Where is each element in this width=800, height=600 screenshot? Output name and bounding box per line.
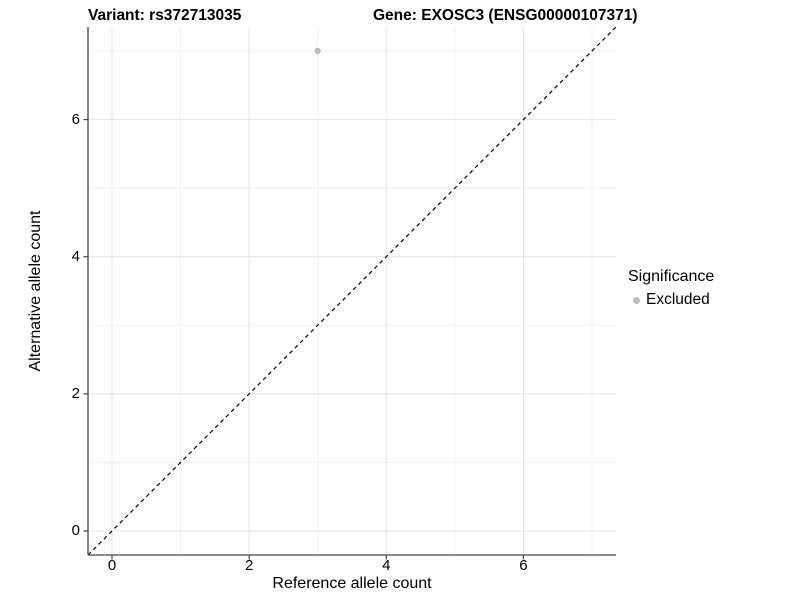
y-tick-label: 2 [71, 384, 80, 402]
y-axis-title: Alternative allele count [27, 210, 44, 372]
x-tick-label: 0 [107, 557, 117, 574]
legend-entry-label: Excluded [646, 291, 710, 308]
x-axis-title: Reference allele count [272, 575, 432, 592]
legend-entries: Excluded [628, 291, 714, 309]
y-tick-label: 6 [71, 110, 80, 128]
x-tick-label: 4 [382, 557, 391, 574]
x-tick-label: 6 [519, 557, 528, 574]
data-point [314, 47, 321, 55]
legend: Significance Excluded [628, 268, 714, 309]
plot-title-variant: Variant: rs372713035 [88, 7, 242, 24]
legend-entry-excluded: Excluded [628, 291, 714, 309]
legend-title: Significance [628, 268, 715, 285]
y-tick-label: 4 [71, 247, 80, 265]
y-tick-label: 0 [71, 522, 80, 539]
legend-point-icon [633, 296, 640, 304]
identity-reference-line [87, 26, 617, 556]
x-tick-label: 2 [244, 557, 254, 574]
plot-title-gene: Gene: EXOSC3 (ENSG00000107371) [373, 7, 638, 24]
